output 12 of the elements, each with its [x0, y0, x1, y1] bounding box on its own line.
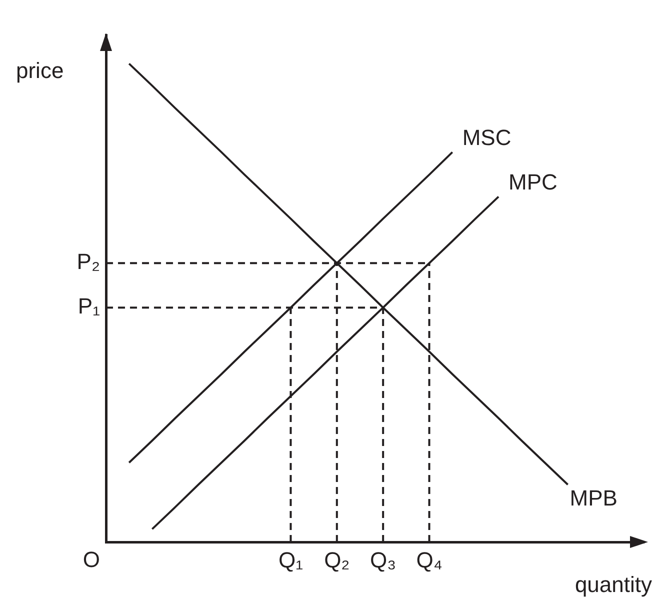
series-label: P₁	[78, 294, 100, 319]
x-tick-label: Q₄	[416, 547, 442, 572]
series-label: MSC	[462, 125, 512, 150]
x-tick-label: Q₁	[278, 547, 303, 572]
series-label: MPB	[570, 486, 618, 511]
text: O	[82, 547, 100, 572]
y-axis-title: price	[16, 58, 64, 84]
series-label: MPC	[508, 170, 558, 195]
series-label: P₂	[76, 249, 100, 274]
x-tick-label: Q₃	[370, 547, 396, 572]
x-tick-label: Q₂	[324, 547, 350, 572]
x-axis-title: quantity	[574, 572, 652, 598]
